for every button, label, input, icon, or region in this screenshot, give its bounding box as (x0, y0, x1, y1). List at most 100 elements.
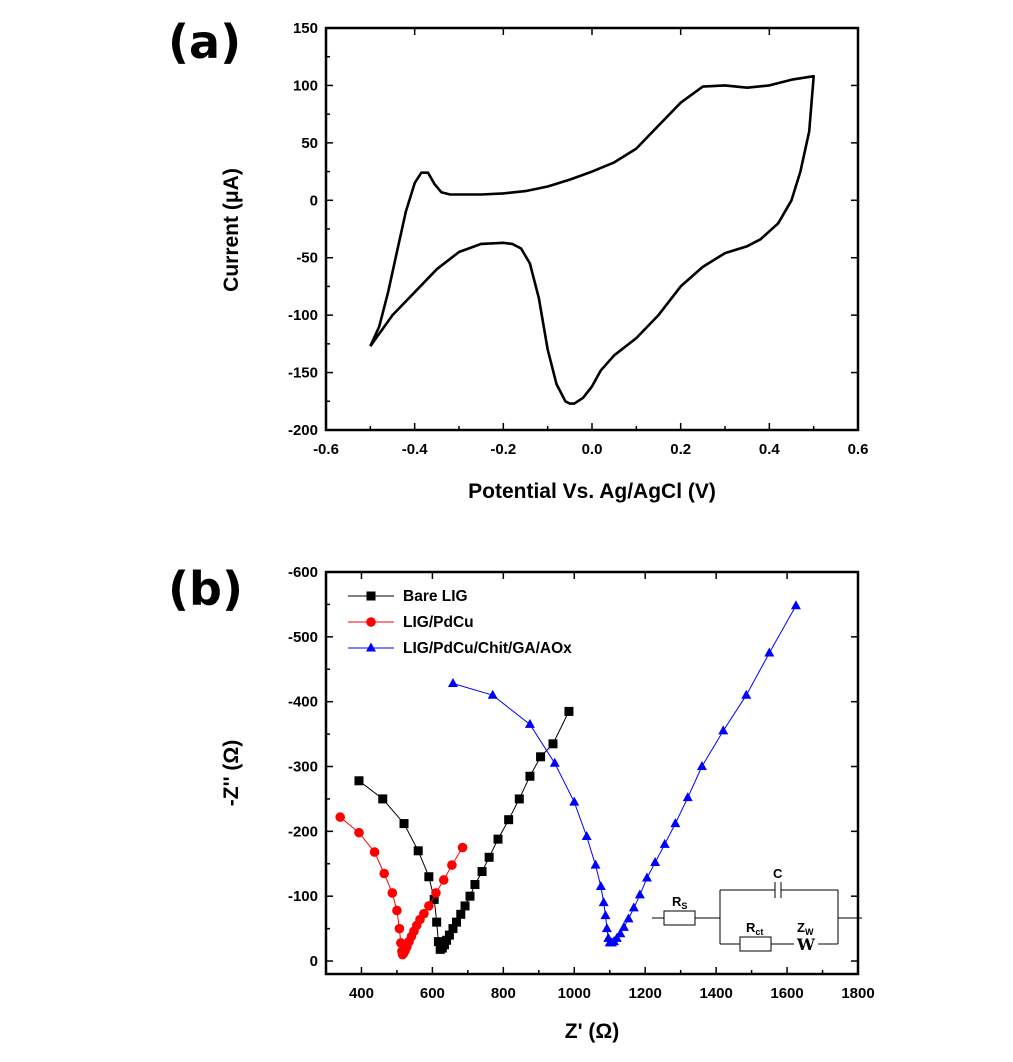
panel-a-x-tick-label: -0.2 (490, 441, 516, 458)
panel-b-label: (b) (168, 562, 243, 616)
panel-a-y-tick-label: -150 (288, 365, 318, 382)
resistor-rct-icon (739, 936, 772, 952)
data-point-lig-pdcu-chit-ga-aox (611, 932, 622, 942)
data-point-lig-pdcu-chit-ga-aox (623, 913, 634, 923)
data-point-lig-pdcu (438, 875, 449, 885)
panel-b-plot-frame (324, 570, 860, 976)
data-point-bare-lig (548, 739, 558, 749)
data-point-lig-pdcu-chit-ga-aox (524, 718, 535, 728)
data-point-lig-pdcu (369, 847, 380, 857)
panel-b-x-tick-label: 800 (491, 985, 516, 1002)
panel-a-plot-frame (324, 26, 860, 432)
circuit-label-rct: Rct (746, 920, 763, 937)
data-point-lig-pdcu (424, 901, 434, 911)
panel-b-x-axis-title: Z' (Ω) (565, 1020, 619, 1043)
panel-a-x-axis-title: Potential Vs. Ag/AgCl (V) (468, 480, 716, 503)
series-line-lig-pdcu (339, 816, 463, 956)
data-point-lig-pdcu-chit-ga-aox (682, 792, 693, 802)
data-point-bare-lig (442, 935, 452, 945)
panel-b-x-tick-label: 600 (420, 985, 445, 1002)
legend-label-bare-lig: Bare LIG (403, 588, 468, 605)
circuit-label-rs: RS (672, 894, 687, 911)
panel-a-y-tick-label: 50 (301, 135, 318, 152)
data-point-bare-lig (465, 891, 475, 901)
data-point-bare-lig (525, 771, 535, 781)
data-point-bare-lig (470, 880, 480, 890)
panel-b-y-tick-label: 0 (310, 953, 318, 970)
panel-b-x-ticks: 400 600 800 1000 1200 1400 1600 1800 (349, 572, 875, 1002)
data-point-bare-lig (564, 706, 574, 716)
panel-b-y-tick-label: -600 (288, 564, 318, 581)
data-point-bare-lig (484, 852, 494, 862)
legend-entry-bare-lig: Bare LIG (348, 588, 468, 605)
circuit-label-c: C (773, 866, 783, 881)
data-point-bare-lig (432, 917, 442, 927)
resistor-rs-icon (663, 910, 696, 926)
data-point-lig-pdcu-chit-ga-aox (696, 761, 707, 771)
panel-b-x-tick-label: 400 (349, 985, 374, 1002)
data-point-lig-pdcu (394, 923, 405, 934)
data-point-bare-lig (448, 924, 458, 934)
data-point-bare-lig (460, 901, 470, 911)
data-point-bare-lig (493, 834, 503, 844)
panel-a-x-tick-label: 0.6 (848, 441, 869, 458)
data-point-lig-pdcu-chit-ga-aox (569, 796, 580, 806)
legend-label-lig-pdcu: LIG/PdCu (403, 614, 474, 631)
panel-b-series-group (335, 600, 801, 960)
data-point-bare-lig (439, 940, 449, 950)
data-point-lig-pdcu (379, 868, 389, 879)
panel-a-x-ticks: -0.6 -0.4 -0.2 0.0 0.2 0.4 0.6 (313, 28, 868, 458)
data-point-lig-pdcu (392, 905, 402, 916)
panel-a-x-tick-label: 0.4 (759, 441, 781, 458)
data-point-lig-pdcu-chit-ga-aox (600, 910, 611, 920)
data-point-bare-lig (378, 794, 388, 804)
data-point-lig-pdcu-chit-ga-aox (549, 757, 560, 767)
panel-a-x-tick-label: 0.0 (582, 441, 603, 458)
panel-b-x-tick-label: 1200 (629, 985, 662, 1002)
panel-b-y-tick-label: -300 (288, 759, 318, 776)
data-point-lig-pdcu-chit-ga-aox (790, 600, 801, 610)
data-point-lig-pdcu (419, 908, 429, 919)
panel-a-x-tick-label: 0.2 (670, 441, 691, 458)
legend-marker-bare-lig (366, 591, 376, 601)
panel-b-y-tick-label: -400 (288, 694, 318, 711)
panel-a-x-tick-label: -0.4 (402, 441, 429, 458)
panel-a-y-tick-label: 0 (310, 192, 318, 209)
panel-a-y-axis-title: Current (μA) (220, 168, 243, 292)
data-point-lig-pdcu-chit-ga-aox (641, 872, 652, 882)
panel-a-x-tick-label: -0.6 (313, 441, 339, 458)
data-point-lig-pdcu (387, 888, 398, 898)
equivalent-circuit-inset: RS C Rct ZW W (652, 866, 862, 954)
data-point-bare-lig (477, 867, 487, 877)
panel-a-label: (a) (168, 15, 241, 69)
panel-a-y-ticks: -200 -150 -100 -50 0 50 100 150 (288, 20, 858, 439)
data-point-bare-lig (444, 930, 454, 940)
data-point-lig-pdcu-chit-ga-aox (595, 880, 606, 890)
data-point-lig-pdcu (447, 860, 457, 870)
legend-label-aox: LIG/PdCu/Chit/GA/AOx (403, 640, 572, 657)
panel-b-y-tick-label: -200 (288, 823, 318, 840)
data-point-bare-lig (433, 937, 443, 947)
series-bare-lig (354, 706, 574, 954)
data-point-bare-lig (399, 819, 409, 829)
data-point-bare-lig (514, 794, 524, 804)
data-point-lig-pdcu-chit-ga-aox (718, 725, 729, 735)
data-point-lig-pdcu (354, 827, 364, 838)
data-point-bare-lig (424, 872, 434, 882)
panel-a-y-tick-label: -100 (288, 307, 318, 324)
data-point-lig-pdcu-chit-ga-aox (670, 818, 681, 828)
panel-b-x-tick-label: 1400 (699, 985, 732, 1002)
legend-entry-lig-pdcu: LIG/PdCu (348, 614, 474, 631)
panel-b-legend: Bare LIG LIG/PdCu LIG/PdCu/Chit/GA/AOx (348, 588, 572, 657)
panel-b-y-ticks: -600 -500 -400 -300 -200 -100 0 (288, 564, 858, 970)
data-point-lig-pdcu-chit-ga-aox (741, 689, 752, 699)
data-point-lig-pdcu (431, 888, 441, 898)
legend-entry-lig-pdcu-chit-ga-aox: LIG/PdCu/Chit/GA/AOx (348, 640, 572, 657)
panel-b-nyquist-plot: (b) 400 600 800 1000 1200 1400 1600 1800 -600 -5… (168, 562, 875, 1043)
data-point-bare-lig (429, 894, 439, 904)
data-point-lig-pdcu-chit-ga-aox (764, 647, 775, 657)
series-lig-pdcu-chit-ga-aox (447, 600, 801, 947)
data-point-lig-pdcu-chit-ga-aox (590, 859, 601, 869)
circuit-label-zw: ZW (797, 920, 814, 937)
